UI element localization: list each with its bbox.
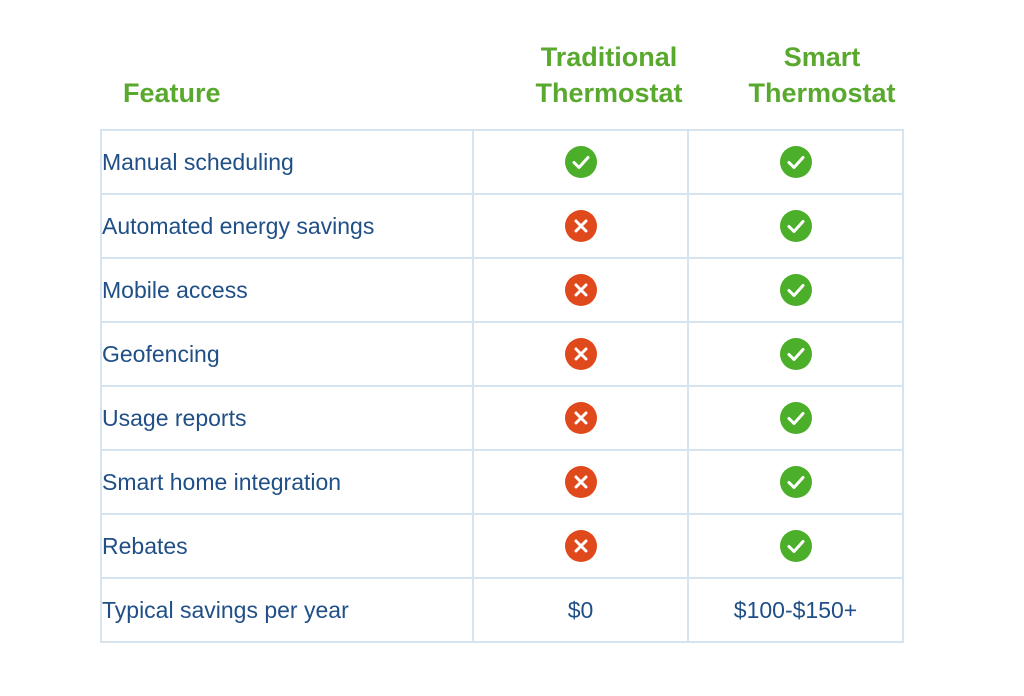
table-row: Rebates (100, 513, 904, 579)
table-row: Mobile access (100, 257, 904, 323)
table-row: Manual scheduling (100, 129, 904, 195)
check-icon (779, 210, 812, 242)
table-row: Geofencing (100, 321, 904, 387)
x-icon (564, 530, 597, 562)
smart-cell (687, 129, 904, 195)
smart-thermostat-header: Smart Thermostat (715, 39, 929, 111)
smart-cell (687, 193, 904, 259)
feature-cell: Automated energy savings (100, 193, 474, 259)
traditional-cell (472, 449, 689, 515)
feature-cell: Manual scheduling (100, 129, 474, 195)
comparison-table: Manual scheduling Automated energy savin… (100, 129, 904, 643)
traditional-thermostat-header: Traditional Thermostat (502, 39, 716, 111)
feature-cell: Smart home integration (100, 449, 474, 515)
traditional-savings-value: $0 (472, 577, 689, 643)
feature-cell: Usage reports (100, 385, 474, 451)
smart-cell (687, 257, 904, 323)
savings-row: Typical savings per year $0 $100-$150+ (100, 577, 904, 643)
table-row: Smart home integration (100, 449, 904, 515)
smart-header-line2: Thermostat (748, 78, 896, 108)
feature-cell: Typical savings per year (100, 577, 474, 643)
smart-cell (687, 321, 904, 387)
smart-cell (687, 513, 904, 579)
feature-column-header: Feature (123, 78, 221, 108)
x-icon (564, 466, 597, 498)
check-icon (779, 338, 812, 370)
comparison-table-body: Manual scheduling Automated energy savin… (100, 129, 904, 643)
check-icon (564, 146, 597, 178)
traditional-header-line2: Thermostat (535, 78, 683, 108)
smart-savings-value: $100-$150+ (687, 577, 904, 643)
check-icon (779, 274, 812, 306)
x-icon (564, 210, 597, 242)
traditional-cell (472, 321, 689, 387)
traditional-cell (472, 193, 689, 259)
table-row: Usage reports (100, 385, 904, 451)
feature-cell: Geofencing (100, 321, 474, 387)
feature-cell: Rebates (100, 513, 474, 579)
x-icon (564, 274, 597, 306)
traditional-cell (472, 385, 689, 451)
traditional-header-line1: Traditional (540, 42, 678, 72)
check-icon (779, 530, 812, 562)
check-icon (779, 402, 812, 434)
traditional-cell (472, 129, 689, 195)
feature-cell: Mobile access (100, 257, 474, 323)
smart-cell (687, 385, 904, 451)
smart-header-line1: Smart (783, 42, 861, 72)
table-row: Automated energy savings (100, 193, 904, 259)
x-icon (564, 402, 597, 434)
x-icon (564, 338, 597, 370)
traditional-cell (472, 513, 689, 579)
traditional-cell (472, 257, 689, 323)
check-icon (779, 466, 812, 498)
smart-cell (687, 449, 904, 515)
check-icon (779, 146, 812, 178)
